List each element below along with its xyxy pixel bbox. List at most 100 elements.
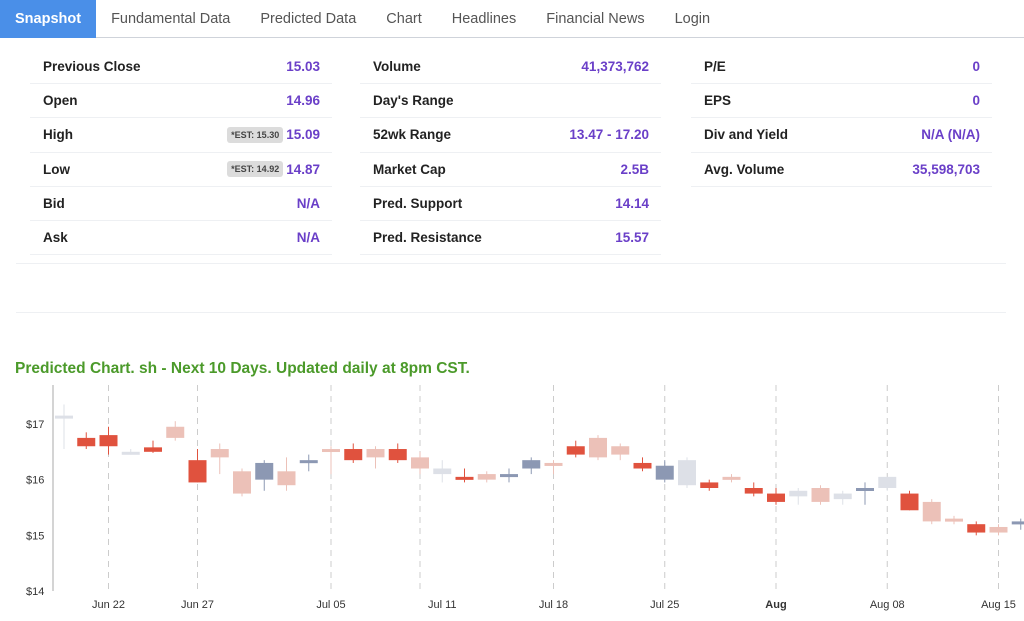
quote-value-wrap: 41,373,762 [581,59,649,74]
x-tick-label: Jul 11 [428,599,457,611]
candle-body [366,449,385,458]
candle-body [388,449,407,461]
quote-label: P/E [704,59,726,75]
estimate-badge: *EST: 14.92 [227,161,284,178]
candle-body [1011,521,1024,525]
quote-row-previous-close: Previous Close 15.03 [30,50,332,85]
tab-chart[interactable]: Chart [386,11,422,27]
quote-value-wrap: N/A [297,196,320,211]
quote-row-avg-volume: Avg. Volume 35,598,703 [691,153,992,187]
quote-label: High [43,127,73,143]
quote-label: Ask [43,230,68,246]
candle-body [678,460,696,486]
quote-row-52wk-range: 52wk Range 13.47 - 17.20 [360,118,661,153]
quote-value: 15.03 [286,59,320,75]
quote-value: 15.09 [286,127,320,143]
quote-label: Market Cap [373,161,446,177]
tab-login[interactable]: Login [674,11,711,27]
candle-body [277,471,296,486]
chart-title: Predicted Chart. sh - Next 10 Days. Upda… [15,360,470,377]
candle-body [789,490,808,497]
x-tick-label: Jul 18 [539,599,568,611]
candle-body [989,526,1008,533]
estimate-badge: *EST: 15.30 [227,126,284,143]
quote-value: N/A [296,195,320,211]
x-tick-label: Jun 27 [181,599,214,611]
quote-row-low: Low *EST: 14.92 14.87 [30,153,332,187]
tab-predicted-data[interactable]: Predicted Data [260,11,357,27]
candle-body [945,518,963,522]
candle-body [433,468,452,475]
candle-body [477,474,496,480]
x-tick-label: Jul 05 [316,599,345,611]
quote-value-wrap: *EST: 14.92 14.87 [227,161,320,178]
y-tick-label: $15 [26,530,44,542]
candle-body [144,447,162,452]
candle-body [255,462,274,480]
y-tick-label: $16 [26,475,44,487]
tab-snapshot[interactable]: Snapshot [0,0,97,38]
quote-value-wrap: N/A (N/A) [921,127,980,142]
candle-body [322,449,340,453]
quote-value: 14.87 [286,161,320,177]
quote-value: 14.14 [615,195,649,211]
divider [16,263,1006,264]
quote-value: 0 [972,93,980,109]
quote-value: N/A (N/A) [921,127,980,143]
x-tick-label: Aug [765,599,786,611]
quote-label: Avg. Volume [704,161,785,177]
quote-label: Open [43,93,78,109]
candle-body [833,493,852,500]
tab-financial-news[interactable]: Financial News [546,11,645,27]
quote-row-open: Open 14.96 [30,84,332,119]
quote-label: Day's Range [373,93,454,109]
candle-body [811,488,830,502]
candle-body [121,451,140,455]
quote-column-1: Previous Close 15.03 Open 14.96 High *EST: 15… [30,50,332,256]
quote-column-2: Volume 41,373,762 Day's Range 52wk Range 13.… [360,50,661,256]
candle-body [500,474,518,478]
candle-body [633,462,652,469]
quote-row-pred-support: Pred. Support 14.14 [360,187,661,221]
quote-label: 52wk Range [373,127,452,143]
candle-body [744,488,763,494]
candle-body [589,437,607,458]
candle-body [767,493,785,502]
candle-body [900,493,919,511]
quote-label: Pred. Support [373,195,463,211]
quote-label: Volume [373,59,421,75]
candle-body [233,471,251,494]
candle-body [655,465,674,480]
candle-body [344,449,363,461]
candle-body [722,476,741,480]
quote-value-wrap: *EST: 15.30 15.09 [227,126,320,143]
candle-body [522,460,541,469]
quote-label: Low [43,161,70,177]
candle-body [878,476,897,488]
quote-value: 2.5B [620,161,649,177]
candle-body [856,488,874,491]
candle-body [967,524,986,533]
candle-body [455,476,474,480]
candle-body [700,482,719,488]
quote-row-div-and-yield: Div and Yield N/A (N/A) [691,118,992,153]
candle-body [55,415,73,419]
quote-row-high: High *EST: 15.30 15.09 [30,118,332,153]
quote-row-day-s-range: Day's Range [360,84,661,119]
quote-label: Previous Close [43,59,141,75]
quote-value: 41,373,762 [581,59,649,75]
tab-headlines[interactable]: Headlines [451,11,517,27]
quote-value-wrap: 15.03 [286,59,320,74]
quote-row-volume: Volume 41,373,762 [360,50,661,85]
candle-body [77,437,96,447]
quote-value: 15.57 [615,230,649,246]
quote-label: Bid [43,195,65,211]
quote-value-wrap: 14.96 [286,93,320,108]
quote-value-wrap: N/A [297,230,320,245]
quote-value: 0 [972,59,980,75]
candle-body [544,462,563,466]
candle-body [210,449,229,458]
candle-body [299,460,318,464]
quote-row-market-cap: Market Cap 2.5B [360,153,661,187]
tab-fundamental-data[interactable]: Fundamental Data [111,11,231,27]
